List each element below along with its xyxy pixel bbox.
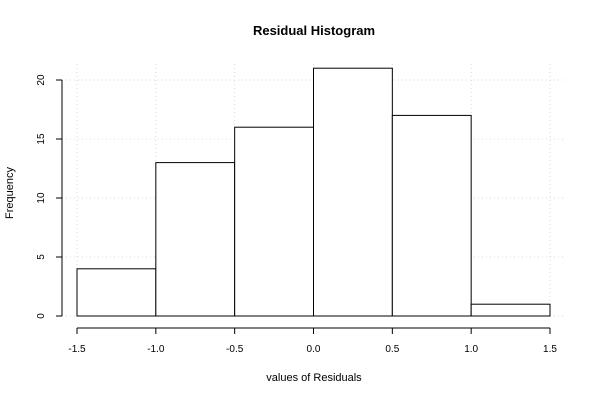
- histogram-bars: [76, 67, 551, 317]
- x-tick-label-0: -1.5: [68, 344, 86, 355]
- x-tick-label-4: 0.5: [385, 344, 399, 355]
- y-tick-label-4: 20: [36, 74, 47, 86]
- y-tick-label-2: 10: [36, 192, 47, 204]
- x-tick-label-3: 0.0: [307, 344, 321, 355]
- y-tick-label-0: 0: [36, 313, 47, 319]
- histogram-bar-4: [391, 114, 472, 317]
- x-tick-label-1: -1.0: [147, 344, 165, 355]
- x-tick-label-5: 1.0: [464, 344, 478, 355]
- x-axis: -1.5 -1.0 -0.5 0.0 0.5 1.0 1.5: [68, 327, 557, 355]
- y-axis-label: Frequency: [4, 167, 16, 219]
- histogram-bar-3: [313, 67, 393, 317]
- chart-title: Residual Histogram: [253, 23, 375, 38]
- x-axis-label: values of Residuals: [266, 372, 362, 384]
- x-tick-label-6: 1.5: [543, 344, 557, 355]
- y-tick-label-1: 5: [36, 254, 47, 260]
- y-axis: 0 5 10 15 20: [36, 74, 63, 319]
- histogram-bar-1: [155, 162, 236, 317]
- y-tick-label-3: 15: [36, 133, 47, 145]
- histogram-bar-0: [76, 268, 157, 317]
- histogram-bar-5: [470, 303, 551, 317]
- histogram-bar-2: [234, 126, 315, 317]
- x-tick-label-2: -0.5: [226, 344, 244, 355]
